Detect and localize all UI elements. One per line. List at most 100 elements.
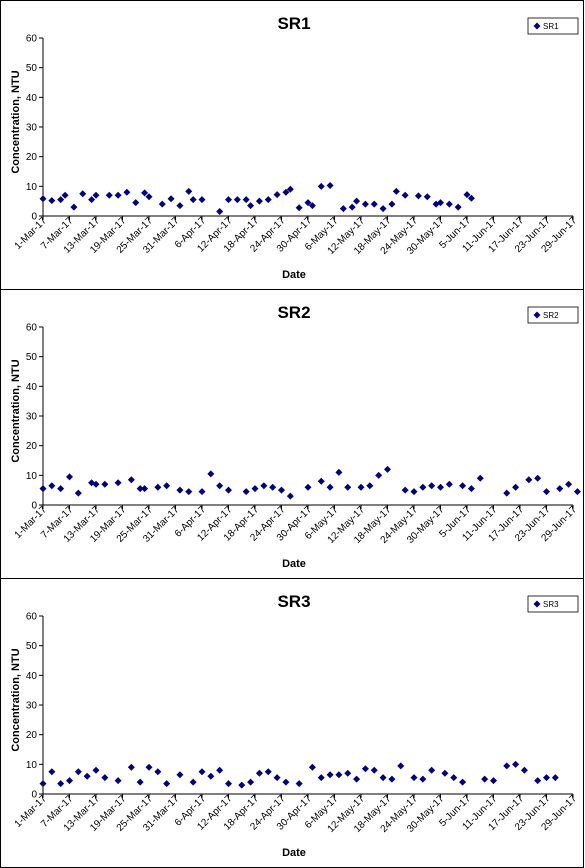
legend: SR1 <box>527 17 579 35</box>
data-point <box>534 777 542 785</box>
plot-area: 01020304050601-Mar-177-Mar-1713-Mar-1719… <box>13 323 581 546</box>
data-point <box>467 194 475 202</box>
data-point <box>361 765 369 773</box>
legend-marker-icon <box>533 22 541 30</box>
data-point <box>141 189 149 197</box>
y-axis-label: Concentration, NTU <box>10 359 22 462</box>
data-point <box>114 191 122 199</box>
y-tick-label: 0 <box>31 501 37 512</box>
data-point <box>141 485 149 493</box>
data-point <box>70 203 78 211</box>
y-tick-label: 20 <box>26 730 38 741</box>
data-point <box>189 778 197 786</box>
y-tick-label: 50 <box>26 641 38 652</box>
data-point <box>282 188 290 196</box>
data-point <box>79 190 87 198</box>
data-point <box>114 479 122 487</box>
data-point <box>445 200 453 208</box>
data-point <box>242 196 250 204</box>
data-point <box>556 485 564 493</box>
data-point <box>437 199 444 207</box>
data-point <box>410 488 418 496</box>
data-point <box>317 182 325 190</box>
data-point <box>573 488 581 496</box>
data-point <box>101 774 109 782</box>
data-point <box>247 778 255 786</box>
data-point <box>308 202 316 210</box>
data-point <box>92 480 100 488</box>
data-point <box>375 471 383 479</box>
data-point <box>185 488 193 496</box>
y-tick-label: 20 <box>26 152 38 163</box>
data-point <box>476 474 484 482</box>
data-point <box>225 486 232 494</box>
plot-area: 01020304050601-Mar-177-Mar-1713-Mar-1719… <box>13 612 580 835</box>
data-point <box>353 197 361 205</box>
legend-label: SR1 <box>543 22 559 31</box>
data-point <box>39 780 47 788</box>
legend-marker-icon <box>533 600 541 608</box>
data-point <box>490 777 497 785</box>
data-point <box>304 199 312 207</box>
data-point <box>388 200 396 208</box>
data-point <box>163 482 171 490</box>
data-point <box>92 191 100 199</box>
data-point <box>154 483 162 491</box>
y-tick-label: 60 <box>26 612 38 623</box>
data-point <box>414 192 422 200</box>
data-point <box>101 480 109 488</box>
data-point <box>269 483 277 491</box>
data-point <box>459 482 467 490</box>
data-point <box>543 774 550 782</box>
y-tick-label: 10 <box>26 760 38 771</box>
data-point <box>463 191 471 199</box>
data-point <box>158 200 166 208</box>
y-tick-label: 40 <box>26 93 38 104</box>
y-tick-label: 10 <box>26 182 38 193</box>
y-tick-label: 10 <box>26 471 38 482</box>
data-point <box>167 195 175 203</box>
data-point <box>176 771 184 779</box>
y-tick-label: 40 <box>26 382 38 393</box>
data-point <box>384 465 391 473</box>
data-point <box>207 772 215 780</box>
data-point <box>48 197 56 205</box>
data-point <box>366 482 374 490</box>
data-point <box>105 191 113 199</box>
data-point <box>379 205 387 213</box>
y-tick-label: 30 <box>26 412 38 423</box>
data-point <box>286 185 294 193</box>
data-point <box>123 188 131 196</box>
chart-svg-sr2: SR2 SR2 01020304050601-Mar-177-Mar-1713-… <box>10 303 581 570</box>
data-point <box>339 205 347 213</box>
x-axis-label: Date <box>282 558 306 570</box>
data-point <box>410 774 418 782</box>
data-point <box>39 485 47 493</box>
data-point <box>326 771 334 779</box>
chart-svg-sr3: SR3 SR3 01020304050601-Mar-177-Mar-1713-… <box>10 592 580 859</box>
data-point <box>428 766 436 774</box>
data-point <box>423 193 431 201</box>
data-point <box>379 774 387 782</box>
data-point <box>145 193 153 201</box>
data-point <box>185 187 193 195</box>
data-point <box>88 196 96 204</box>
data-point <box>388 775 396 783</box>
data-point <box>335 771 343 779</box>
data-point <box>48 768 56 776</box>
data-point <box>295 204 303 212</box>
legend: SR2 <box>527 306 579 324</box>
data-point <box>176 202 184 210</box>
y-axis-label: Concentration, NTU <box>10 70 22 173</box>
data-point <box>136 485 144 493</box>
data-point <box>344 483 352 491</box>
y-tick-label: 50 <box>26 352 38 363</box>
y-tick-label: 40 <box>26 671 38 682</box>
data-point <box>251 485 259 493</box>
data-point <box>83 772 91 780</box>
y-tick-label: 60 <box>26 323 38 334</box>
data-point <box>450 774 458 782</box>
data-point <box>534 474 542 482</box>
data-point <box>163 780 171 788</box>
chart-svg-sr1: SR1 SR1 01020304050601-Mar-177-Mar-1713-… <box>10 14 579 281</box>
